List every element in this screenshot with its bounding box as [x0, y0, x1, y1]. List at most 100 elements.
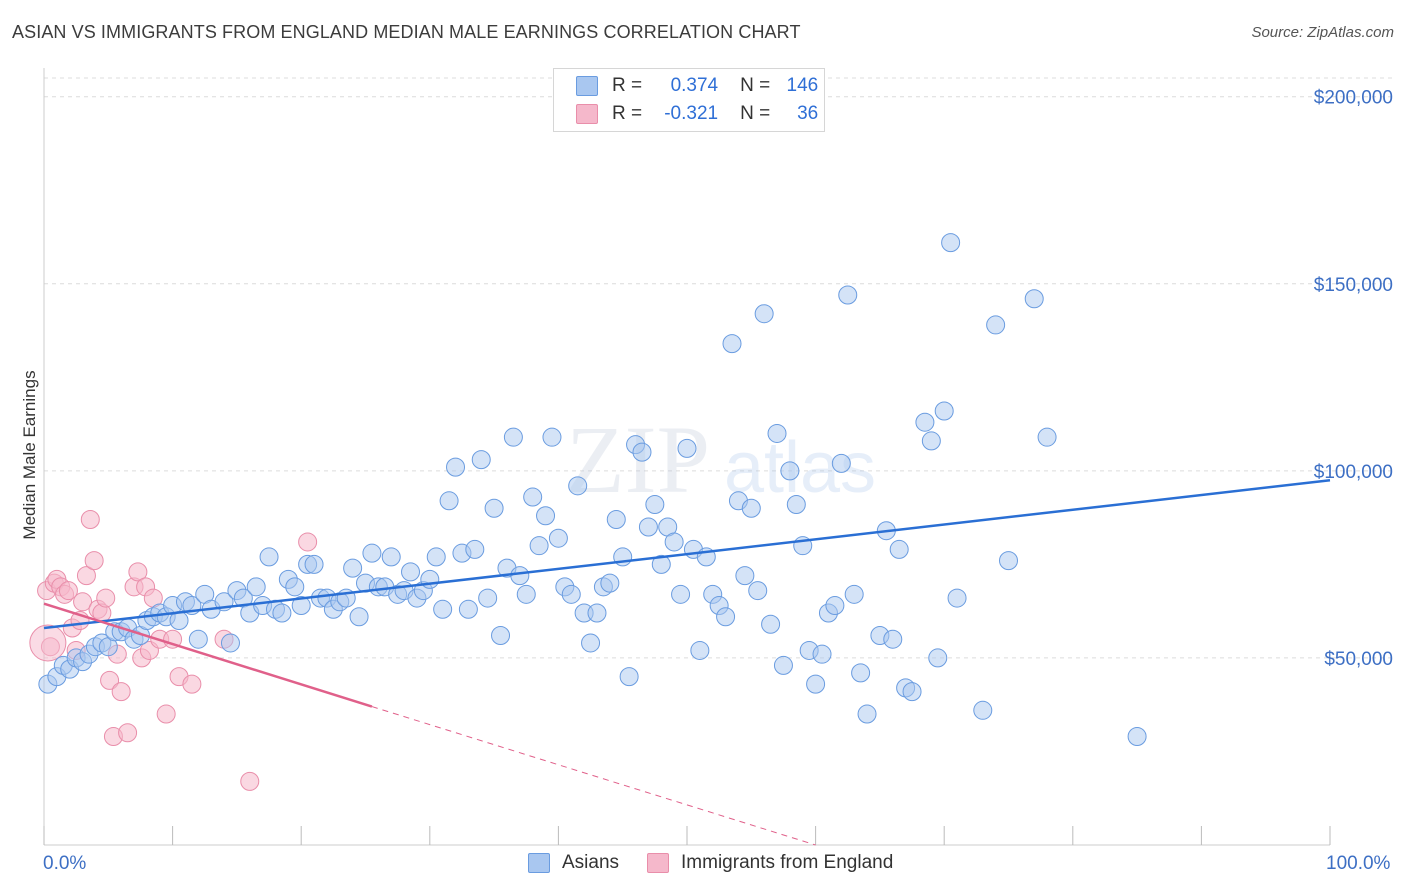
asian-point — [478, 588, 498, 608]
asian-point — [902, 682, 922, 702]
asian-point — [1037, 427, 1057, 447]
asian-point — [838, 285, 858, 305]
asian-point — [561, 584, 581, 604]
england-point — [100, 670, 120, 690]
r-label: R = — [612, 75, 643, 96]
asian-point — [645, 495, 665, 515]
asian-point — [722, 334, 742, 354]
asian-point — [806, 674, 826, 694]
asian-point — [812, 644, 832, 664]
source-label: Source: ZipAtlas.com — [1251, 24, 1394, 41]
asian-point — [1024, 289, 1044, 309]
asian-point — [825, 596, 845, 616]
asian-point — [921, 431, 941, 451]
asian-point — [671, 584, 691, 604]
asian-point — [883, 629, 903, 649]
asian-point — [741, 498, 761, 518]
asian-point — [915, 412, 935, 432]
r-value: 0.374 — [670, 75, 719, 96]
england-point — [73, 592, 93, 612]
legend-row-asians: R = 0.374 N = 146 — [576, 73, 818, 99]
england-trend-line — [43, 602, 373, 708]
y-tick-label: $150,000 — [1314, 275, 1393, 296]
series-legend: Asians Immigrants from England — [528, 852, 921, 874]
asian-point — [786, 495, 806, 515]
asian-point — [529, 536, 549, 556]
asian-points — [38, 233, 1147, 746]
asian-point — [471, 450, 491, 470]
asian-point — [381, 547, 401, 567]
grid-lines — [44, 77, 1395, 659]
asians-swatch — [576, 76, 598, 96]
n-label: N = — [740, 75, 771, 96]
legend-item-asians[interactable]: Asians — [528, 852, 619, 874]
asian-point — [401, 562, 421, 582]
asian-point — [220, 633, 240, 653]
asian-point — [349, 607, 369, 627]
england-point — [96, 588, 116, 608]
asians-trend-line — [43, 478, 1331, 630]
asian-point — [285, 577, 305, 597]
asian-point — [851, 663, 871, 683]
asian-point — [188, 629, 208, 649]
asian-point — [246, 577, 266, 597]
asian-point — [542, 427, 562, 447]
asian-point — [986, 315, 1006, 335]
asian-point — [291, 596, 311, 616]
asian-point — [973, 700, 993, 720]
asian-point — [568, 476, 588, 496]
legend-label-england: Immigrants from England — [681, 852, 894, 873]
trend-lines — [43, 478, 1331, 846]
asian-point — [420, 569, 440, 589]
england-point — [84, 551, 104, 571]
asian-point — [941, 233, 961, 253]
england-swatch — [576, 104, 598, 124]
asian-point — [844, 584, 864, 604]
n-label: N = — [740, 103, 771, 124]
england-trend-extension — [371, 706, 816, 846]
england-point — [118, 723, 138, 743]
chart-title: ASIAN VS IMMIGRANTS FROM ENGLAND MEDIAN … — [12, 22, 801, 42]
asian-point — [690, 640, 710, 660]
asian-point — [632, 442, 652, 462]
y-tick-label: $100,000 — [1314, 462, 1393, 483]
asian-point — [510, 566, 530, 586]
asian-point — [889, 539, 909, 559]
asian-point — [516, 584, 536, 604]
england-point — [58, 581, 78, 601]
asian-point — [1127, 726, 1147, 746]
asian-point — [857, 704, 877, 724]
asian-point — [780, 461, 800, 481]
asian-point — [606, 509, 626, 529]
watermark-atlas: atlas — [724, 428, 876, 508]
asian-point — [439, 491, 459, 511]
legend-item-england[interactable]: Immigrants from England — [647, 852, 893, 874]
england-points — [29, 509, 318, 791]
axes — [43, 68, 1331, 846]
england-point — [156, 704, 176, 724]
asian-point — [638, 517, 658, 537]
asian-point — [831, 453, 851, 473]
legend-row-england: R = -0.321 N = 36 — [576, 101, 818, 127]
asian-point — [947, 588, 967, 608]
asian-point — [664, 532, 684, 552]
england-point — [298, 532, 318, 552]
england-point — [128, 562, 148, 582]
asian-point — [619, 667, 639, 687]
n-value: 146 — [786, 75, 819, 96]
asian-point — [272, 603, 292, 623]
asian-point — [716, 607, 736, 627]
england-point — [111, 682, 131, 702]
asian-point — [600, 573, 620, 593]
asian-point — [304, 554, 324, 574]
asian-point — [491, 625, 511, 645]
asian-point — [651, 554, 671, 574]
asian-point — [754, 304, 774, 324]
r-value: -0.321 — [664, 103, 719, 124]
england-point — [76, 566, 96, 586]
england-point — [80, 509, 100, 529]
asian-point — [677, 438, 697, 458]
asian-point — [523, 487, 543, 507]
asian-point — [362, 543, 382, 563]
